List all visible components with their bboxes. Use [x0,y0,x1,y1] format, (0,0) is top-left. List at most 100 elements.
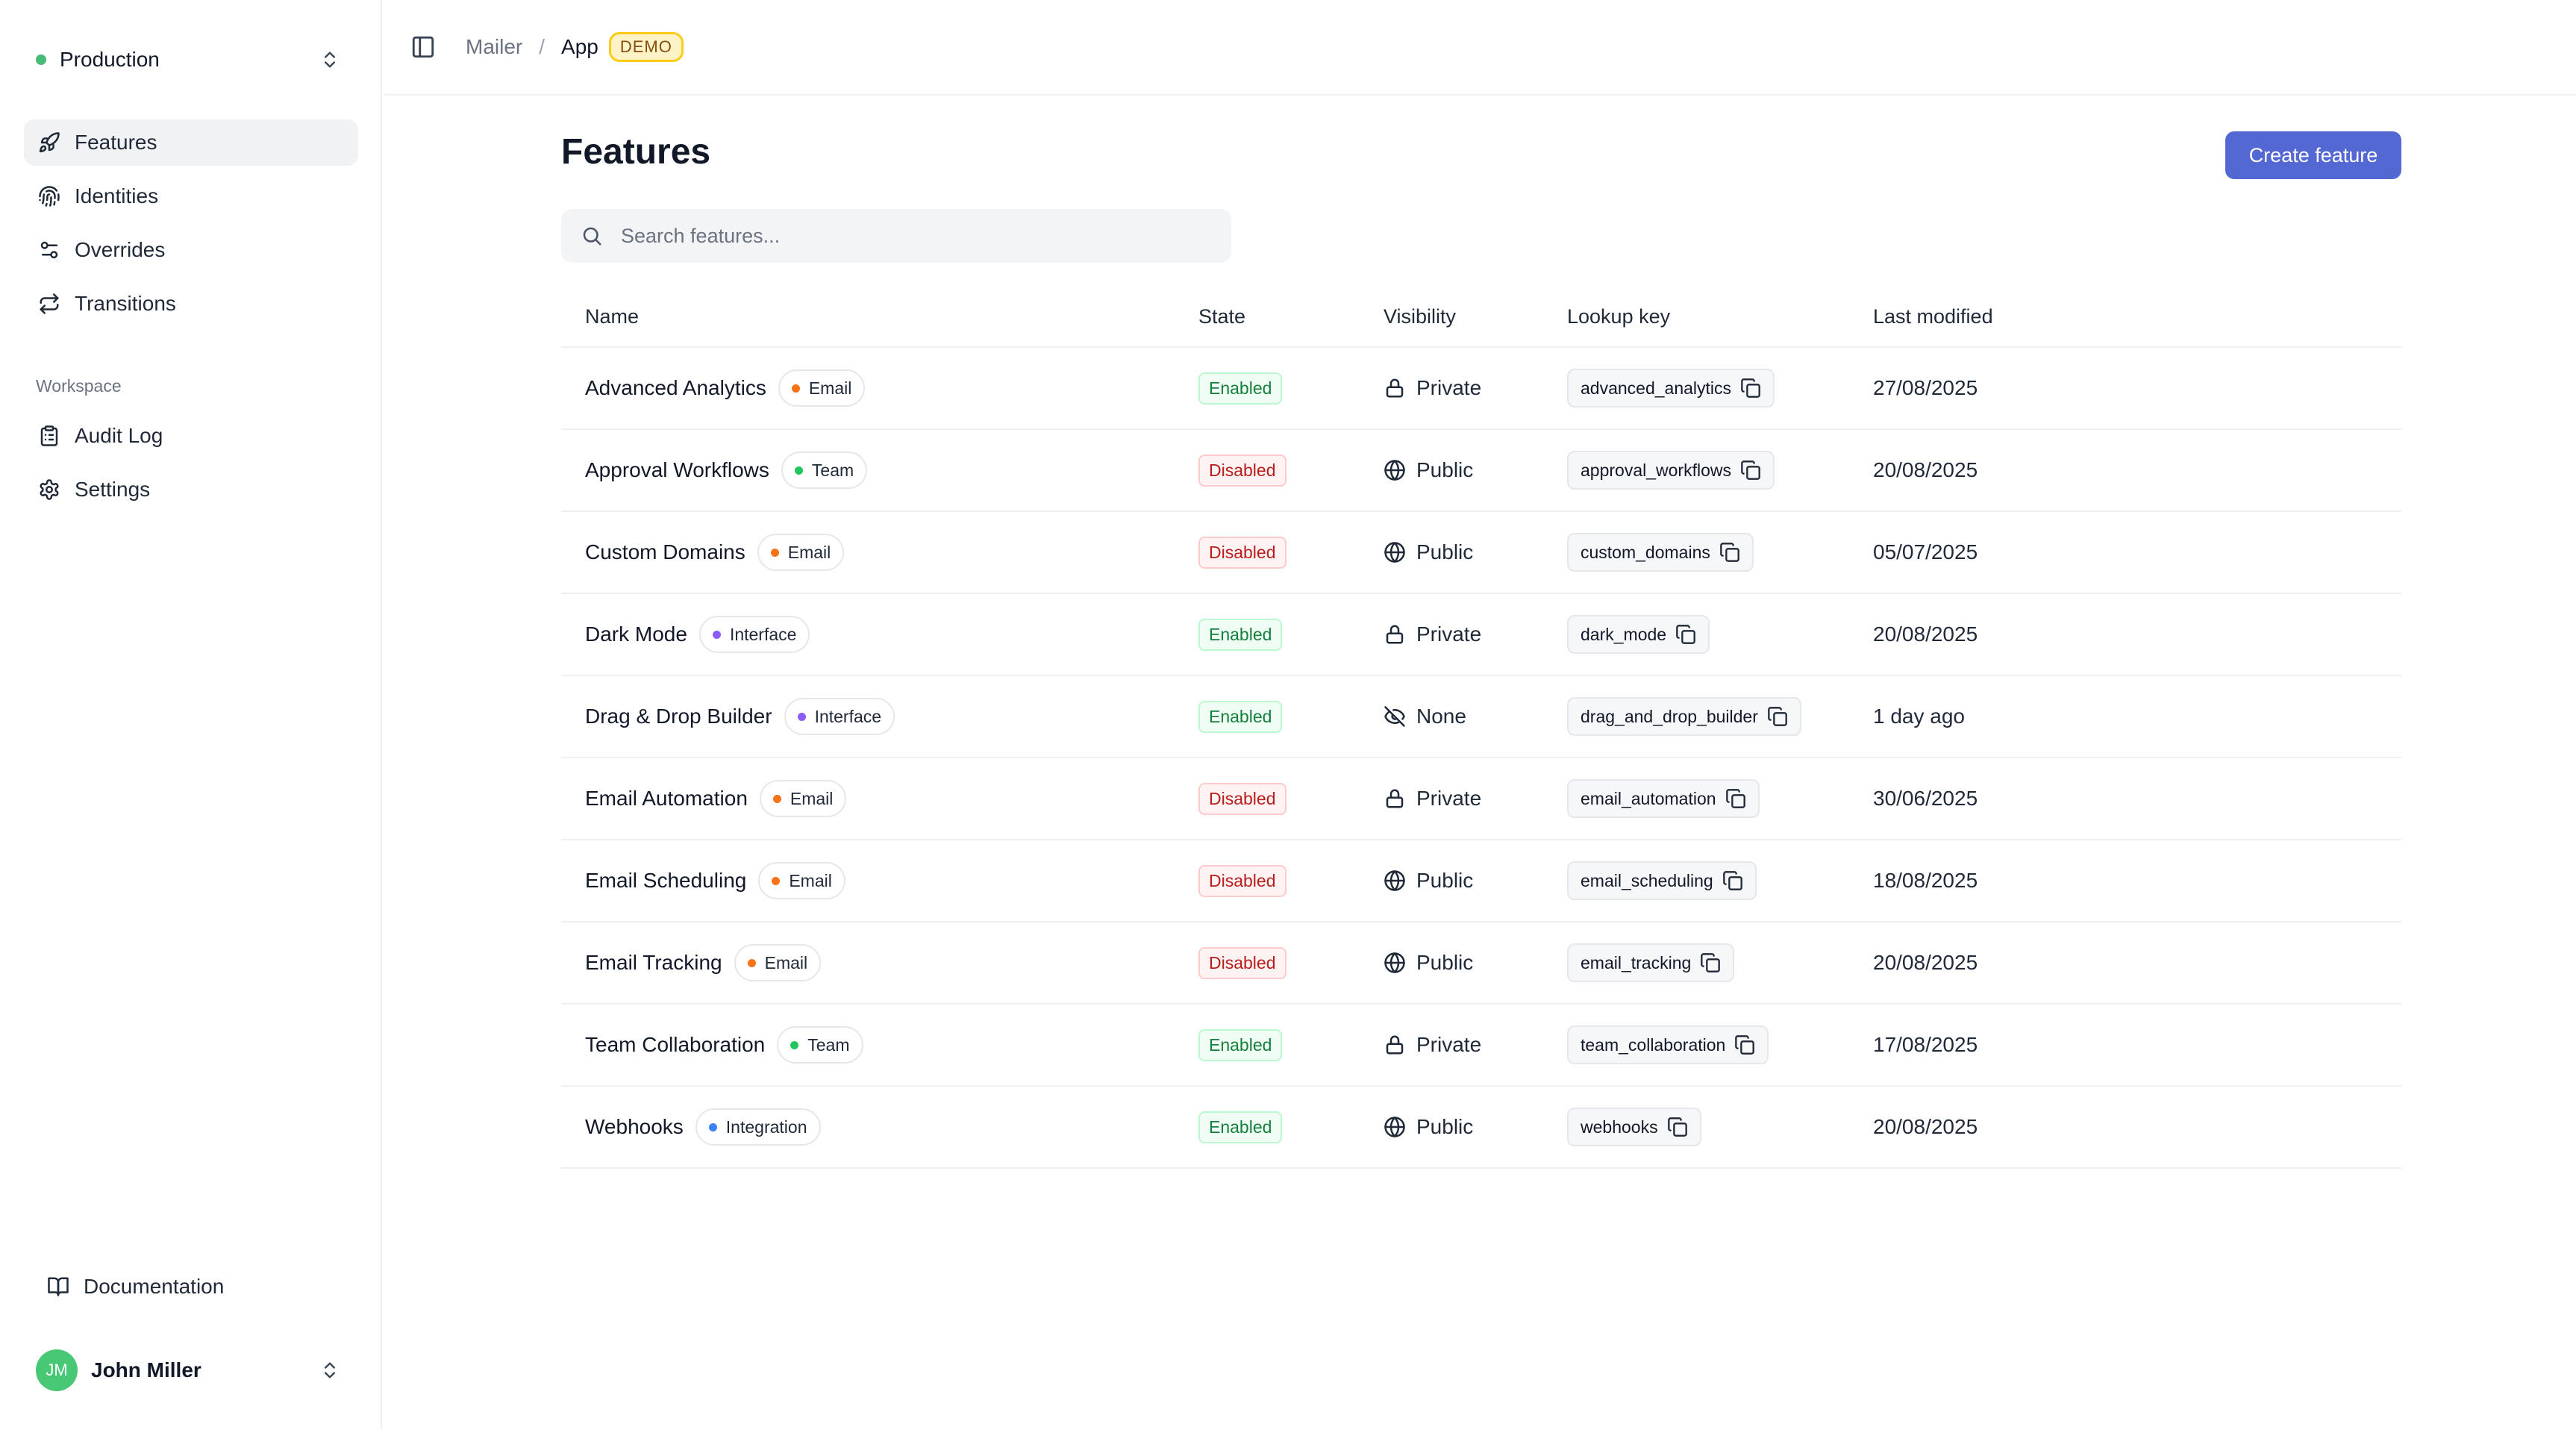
sidebar-item-features[interactable]: Features [24,119,358,166]
user-menu[interactable]: JM John Miller [24,1346,352,1394]
feature-name[interactable]: Team Collaboration [585,1033,766,1056]
table-row[interactable]: Email Tracking Email Disabled Public email_t… [561,922,2401,1005]
copy-icon[interactable] [1767,706,1788,727]
visibility-label: Public [1416,951,1474,974]
feature-name[interactable]: Drag & Drop Builder [585,705,772,728]
visibility-label: Public [1416,869,1474,892]
copy-icon[interactable] [1740,460,1761,481]
cell-state: Enabled [1198,372,1384,405]
sidebar-item-label: Overrides [75,238,166,261]
feature-name[interactable]: Advanced Analytics [585,376,766,399]
rocket-icon [37,131,61,154]
cell-last-modified: 20/08/2025 [1873,1115,2401,1139]
column-header-last-modified[interactable]: Last modified [1873,305,1993,328]
visibility-label: None [1416,705,1466,728]
copy-icon[interactable] [1740,378,1761,399]
table-row[interactable]: Approval Workflows Team Disabled Public appr… [561,430,2401,512]
cell-name: Webhooks Integration [561,1108,1198,1146]
search-input[interactable] [621,224,1203,248]
table-row[interactable]: Email Scheduling Email Disabled Public email… [561,840,2401,922]
lookup-key-text: email_scheduling [1581,870,1713,890]
column-header-lookup-key[interactable]: Lookup key [1567,305,1671,328]
globe-icon [1384,1116,1406,1138]
fingerprint-icon [37,184,61,208]
documentation-link[interactable]: Documentation [36,1264,234,1309]
copy-icon[interactable] [1667,1117,1688,1137]
cell-state: Enabled [1198,1111,1384,1143]
sidebar-item-settings[interactable]: Settings [24,466,358,513]
feature-name[interactable]: Dark Mode [585,622,687,646]
feature-name[interactable]: Email Tracking [585,951,722,974]
feature-name[interactable]: Custom Domains [585,540,745,563]
copy-icon[interactable] [1734,1034,1755,1055]
category-tag: Email [778,369,866,407]
copy-icon[interactable] [1722,870,1743,891]
feature-name[interactable]: Approval Workflows [585,458,769,481]
lock-icon [1384,787,1406,810]
category-tag: Integration [695,1108,821,1146]
cell-lookup-key: email_automation [1567,779,1873,818]
category-tag: Email [758,862,845,899]
category-dot [794,466,803,475]
feature-name[interactable]: Email Automation [585,787,748,810]
table-row[interactable]: Drag & Drop Builder Interface Enabled None d… [561,676,2401,758]
cell-state: Disabled [1198,454,1384,487]
table-row[interactable]: Email Automation Email Disabled Private emai… [561,758,2401,840]
cell-state: Enabled [1198,1028,1384,1061]
cell-lookup-key: custom_domains [1567,533,1873,572]
cell-state: Enabled [1198,618,1384,651]
environment-switcher[interactable]: Production [24,39,352,81]
lookup-key-text: advanced_analytics [1581,378,1732,398]
sidebar-item-label: Identities [75,184,159,207]
cell-state: Disabled [1198,864,1384,897]
cell-state: Disabled [1198,946,1384,979]
breadcrumb-item-app[interactable]: App [561,35,598,58]
feature-name[interactable]: Email Scheduling [585,869,747,892]
category-label: Email [787,542,831,562]
copy-icon[interactable] [1725,788,1746,809]
visibility-label: Public [1416,540,1474,563]
sidebar-item-overrides[interactable]: Overrides [24,227,358,273]
category-label: Email [789,870,832,890]
table-row[interactable]: Custom Domains Email Disabled Public custom_… [561,512,2401,594]
cell-name: Custom Domains Email [561,534,1198,571]
column-header-visibility[interactable]: Visibility [1384,305,1457,328]
copy-icon[interactable] [1719,542,1740,563]
sidebar-item-transitions[interactable]: Transitions [24,281,358,327]
sidebar-toggle-icon[interactable] [410,34,436,60]
sidebar-item-audit-log[interactable]: Audit Log [24,413,358,459]
column-header-name[interactable]: Name [585,305,640,328]
table-row[interactable]: Advanced Analytics Email Enabled Private adv… [561,348,2401,430]
sidebar-item-label: Audit Log [75,424,163,447]
copy-icon[interactable] [1700,952,1721,973]
create-feature-button[interactable]: Create feature [2225,131,2401,179]
lookup-key-text: team_collaboration [1581,1034,1726,1055]
last-modified-text: 18/08/2025 [1873,869,1978,892]
lookup-key-text: webhooks [1581,1117,1658,1137]
lookup-key-text: email_tracking [1581,952,1692,972]
column-header-state[interactable]: State [1198,305,1246,328]
table-row[interactable]: Dark Mode Interface Enabled Private dark_mod… [561,594,2401,676]
feature-name[interactable]: Webhooks [585,1115,684,1138]
breadcrumb-item-mailer[interactable]: Mailer [466,35,523,58]
table-body: Advanced Analytics Email Enabled Private adv… [561,348,2401,1169]
cell-lookup-key: dark_mode [1567,615,1873,654]
category-dot [790,1040,799,1049]
sidebar: Production Features Identities Overr [0,0,382,1430]
cell-last-modified: 05/07/2025 [1873,540,2401,564]
table-row[interactable]: Team Collaboration Team Enabled Private team… [561,1005,2401,1087]
category-dot [770,548,779,557]
lookup-key-text: dark_mode [1581,624,1667,644]
copy-icon[interactable] [1675,624,1696,645]
status-badge: Enabled [1198,700,1283,733]
sidebar-item-label: Features [75,131,157,154]
lookup-key-chip: email_tracking [1567,943,1735,982]
globe-icon [1384,952,1406,974]
cell-name: Email Automation Email [561,780,1198,817]
lookup-key-text: custom_domains [1581,542,1710,562]
table-row[interactable]: Webhooks Integration Enabled Public webhooks… [561,1087,2401,1169]
sidebar-item-identities[interactable]: Identities [24,173,358,219]
cell-last-modified: 30/06/2025 [1873,787,2401,811]
category-tag: Email [759,780,847,817]
